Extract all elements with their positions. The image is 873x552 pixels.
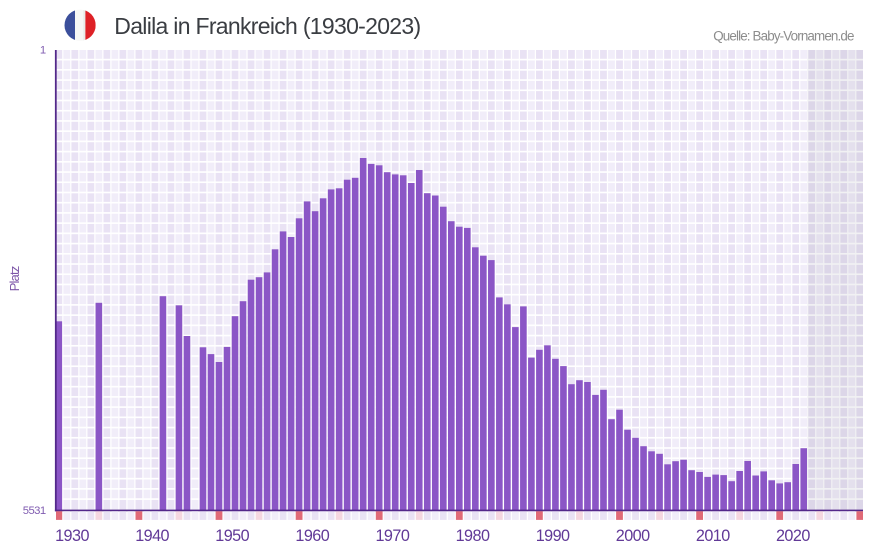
svg-text:Dalila in Frankreich (1930-202: Dalila in Frankreich (1930-2023) xyxy=(114,13,420,39)
svg-text:Quelle: Baby-Vornamen.de: Quelle: Baby-Vornamen.de xyxy=(713,28,854,43)
svg-text:1990: 1990 xyxy=(536,527,570,545)
svg-text:1940: 1940 xyxy=(135,527,169,545)
svg-text:2010: 2010 xyxy=(696,527,730,545)
svg-text:1970: 1970 xyxy=(375,527,409,545)
svg-text:1960: 1960 xyxy=(295,527,329,545)
svg-text:5531: 5531 xyxy=(23,505,46,517)
svg-text:1930: 1930 xyxy=(55,527,89,545)
svg-text:1: 1 xyxy=(40,45,46,57)
svg-text:1980: 1980 xyxy=(456,527,490,545)
svg-text:2000: 2000 xyxy=(616,527,650,545)
svg-text:Platz: Platz xyxy=(7,266,22,291)
svg-text:2020: 2020 xyxy=(776,527,810,545)
svg-text:1950: 1950 xyxy=(215,527,249,545)
